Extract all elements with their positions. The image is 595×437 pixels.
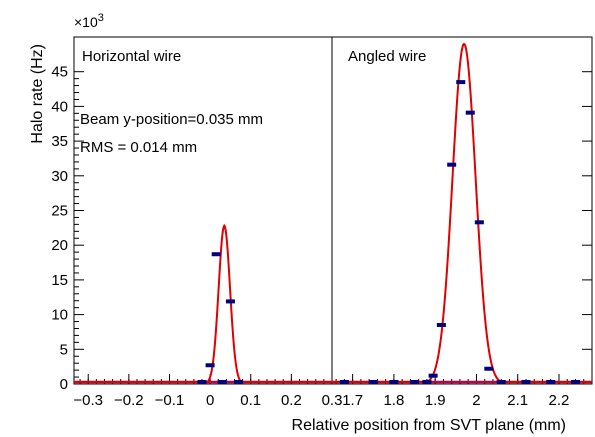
data-point [570, 380, 580, 384]
data-point [465, 110, 475, 115]
data-point [456, 80, 466, 85]
x-tick-label: 2.1 [507, 392, 528, 409]
y-axis: 0 5 10 15 20 25 30 35 40 45 [51, 64, 592, 393]
y-multiplier-label: ×103 [74, 12, 104, 30]
x-tick-label: 2 [472, 392, 480, 409]
y-axis-title: Halo rate (Hz) [29, 44, 46, 144]
x-tick-label: 1.7 [342, 392, 363, 409]
y-tick-label: 20 [51, 237, 68, 254]
data-point [474, 220, 484, 225]
x-tick-label: 0.3 [322, 392, 343, 409]
plot-frame-right [331, 36, 593, 385]
fit-curve [332, 42, 592, 383]
data-point [225, 299, 235, 304]
x-tick-label: 1.9 [425, 392, 446, 409]
data-point [496, 380, 506, 384]
y-tick-label: 10 [51, 307, 68, 324]
data-point [389, 380, 399, 384]
data-point [410, 380, 420, 384]
data-point [211, 252, 221, 257]
x-tick-label: 0.1 [240, 392, 261, 409]
data-point [447, 162, 457, 167]
y-tick-label: 15 [51, 272, 68, 289]
y-tick-label: 40 [51, 98, 68, 115]
x-axis-title: Relative position from SVT plane (mm) [292, 417, 566, 434]
x-axis: −0.3 −0.2 −0.1 0 0.1 0.2 0.3 1.7 1.8 1.9 2 2.1 2.2 [73, 374, 585, 409]
y-tick-label: 35 [51, 133, 68, 150]
x-tick-label: −0.2 [114, 392, 144, 409]
x-tick-label: −0.1 [155, 392, 185, 409]
panel-title-horizontal: Horizontal wire [82, 48, 181, 65]
annotation-beam-position: Beam y-position=0.035 mm [80, 111, 263, 128]
data-point [521, 380, 531, 384]
x-tick-label: 1.8 [383, 392, 404, 409]
data-point [428, 373, 438, 378]
x-tick-label: −0.3 [73, 392, 103, 409]
data-point [546, 380, 556, 384]
y-tick-label: 0 [60, 376, 68, 393]
panel-title-angled: Angled wire [348, 48, 426, 65]
data-point [234, 380, 244, 384]
data-points [197, 80, 580, 384]
data-point [339, 380, 349, 384]
fit-curve [74, 223, 332, 383]
data-point [436, 323, 446, 328]
x-tick-label: 0.2 [281, 392, 302, 409]
y-multiplier-exponent: 3 [98, 12, 104, 24]
y-tick-label: 45 [51, 64, 68, 81]
x-tick-label: 0 [206, 392, 214, 409]
data-point [205, 363, 215, 368]
plot-frame-left [73, 36, 333, 385]
y-tick-label: 30 [51, 168, 68, 185]
annotation-rms: RMS = 0.014 mm [80, 139, 197, 156]
data-point [217, 380, 227, 384]
data-point [197, 380, 207, 384]
data-point [368, 380, 378, 384]
fit-curves [74, 42, 592, 384]
x-tick-label: 2.2 [549, 392, 570, 409]
y-tick-label: 25 [51, 203, 68, 220]
data-point [484, 366, 494, 371]
data-point [422, 379, 432, 384]
y-tick-label: 5 [60, 341, 68, 358]
